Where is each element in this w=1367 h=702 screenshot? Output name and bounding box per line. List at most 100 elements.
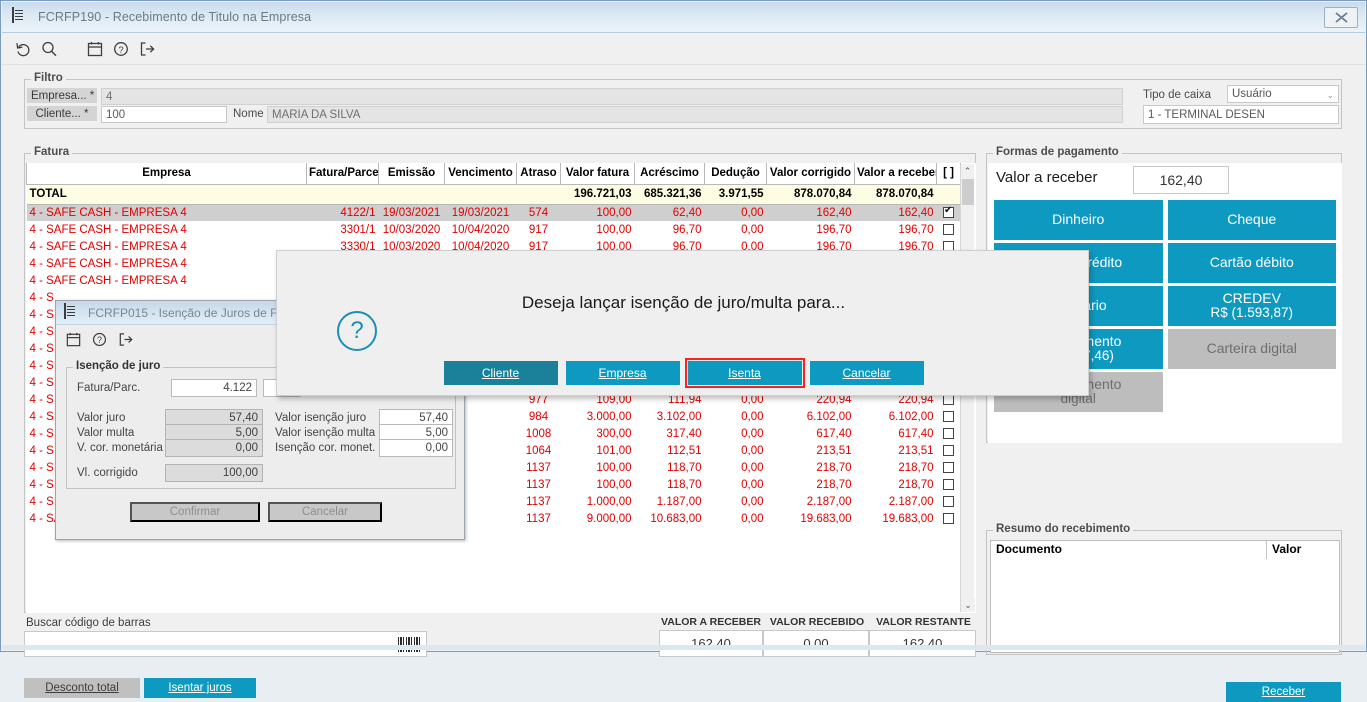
payment-button-cheque[interactable]: Cheque [1167,200,1336,240]
terminal-field[interactable]: 1 - TERMINAL DESEN [1143,105,1339,124]
scrollbar-thumb[interactable] [962,179,974,205]
exit-icon[interactable] [112,326,138,352]
payment-button-label: Cartão débito [1209,254,1294,271]
table-cell: 4 - S [29,325,54,338]
window-titlebar: FCRFP190 - Recebimento de Titulo na Empr… [2,2,1365,33]
table-cell: 4 - S [29,342,54,355]
table-cell: 213,51 [816,444,852,457]
table-header-3[interactable]: Vencimento [444,163,517,185]
payment-button-dinheiro[interactable]: Dinheiro [994,200,1163,240]
receber-button[interactable]: Receber [1226,682,1341,702]
table-header-7[interactable]: Dedução [704,163,767,185]
dialog-button-label: Cliente [481,366,520,380]
table-cell: 4 - S [29,410,54,423]
row-checkbox-cell[interactable] [937,510,961,527]
table-cell: 2.187,00 [806,495,852,508]
row-checkbox[interactable] [943,427,954,439]
close-icon[interactable] [1324,7,1358,28]
row-checkbox[interactable] [943,512,954,524]
cancelar-button[interactable]: Cancelar [268,502,382,522]
row-checkbox[interactable] [943,461,954,473]
barcode-input[interactable] [24,631,427,657]
table-header-2[interactable]: Emissão [378,163,445,185]
valor-isencao-juro-field[interactable]: 57,40 [379,409,453,427]
cancelar-label: Cancelar [301,506,349,518]
table-header-9[interactable]: Valor a receber [854,163,937,185]
payment-valor-receber-field[interactable]: 162,40 [1133,166,1229,194]
save-icon[interactable] [60,326,86,352]
valor-isencao-multa-field[interactable]: 5,00 [379,424,453,442]
table-cell: 218,70 [816,478,852,491]
child-window-title: FCRFP015 - Isenção de Juros de Fatur [88,305,299,320]
table-header-0[interactable]: Empresa [26,163,307,185]
table-header-5[interactable]: Valor fatura [560,163,635,185]
exit-icon[interactable] [134,36,160,62]
table-row[interactable]: 4 - SAFE CASH - EMPRESA 4 3330/1 10/03/202… [27,238,961,255]
row-checkbox-cell[interactable] [937,476,961,493]
table-header-10[interactable]: [ ] [936,163,961,185]
dialog-button-cliente[interactable]: Cliente [443,361,558,385]
total-cell [378,184,445,205]
row-checkbox-cell[interactable] [936,204,961,221]
nome-field: MARIA DA SILVA [267,106,1123,123]
question-mark-glyph: ? [350,317,364,344]
vl-corrigido-field: 100,00 [165,464,263,482]
search-icon[interactable] [36,36,62,62]
v-cor-monetaria-label: V. cor. monetária [77,442,163,454]
save-icon[interactable] [82,36,108,62]
isencao-cor-monet-field[interactable]: 0,00 [379,439,453,457]
scroll-up-icon[interactable]: ⌃ [961,164,974,178]
table-header-8[interactable]: Valor corrigido [766,163,855,185]
row-checkbox[interactable] [943,410,954,422]
total-cell [306,184,379,205]
table-cell: 4 - SAFE CASH - EMPRESA 4 [29,240,187,253]
help-icon[interactable]: ? [108,36,134,62]
table-header-6[interactable]: Acréscimo [634,163,705,185]
row-checkbox-cell[interactable] [937,493,961,510]
table-cell: 62,40 [634,204,705,221]
row-checkbox[interactable] [943,478,954,490]
row-checkbox-cell[interactable] [937,408,961,425]
total-cell: 3.971,55 [704,184,767,205]
row-checkbox[interactable] [943,205,954,219]
payment-button-credev[interactable]: CREDEV R$ (1.593,87) [1167,286,1336,326]
row-checkbox-cell[interactable] [937,221,961,238]
table-cell: 6.102,00 [806,410,852,423]
valor-multa-label: Valor multa [77,427,135,439]
dialog-button-isenta[interactable]: Isenta [684,358,805,388]
table-row[interactable]: 4 - SAFE CASH - EMPRESA 4 4122/1 19/03/202… [26,204,961,221]
table-cell: 4 - S [29,427,54,440]
isencao-juro-group: Isenção de juro Fatura/Parc. 4.122 1 Val… [66,360,456,489]
row-checkbox-cell[interactable] [937,442,961,459]
table-row[interactable]: 4 - SAFE CASH - EMPRESA 4 3301/1 10/03/202… [27,221,961,238]
undo-icon[interactable] [10,36,36,62]
table-cell: 1008 [525,427,552,440]
payment-button-cart-o-d-bito[interactable]: Cartão débito [1167,243,1336,283]
row-checkbox[interactable] [943,495,954,507]
row-checkbox[interactable] [943,223,954,235]
total-cell [936,184,961,205]
dialog-button-empresa[interactable]: Empresa [565,361,680,385]
dialog-button-cancelar[interactable]: Cancelar [809,361,924,385]
row-checkbox-cell[interactable] [937,425,961,442]
table-header-4[interactable]: Atraso [516,163,561,185]
row-checkbox-cell[interactable] [937,459,961,476]
valor-recebido-total-label: VALOR RECEBIDO [769,616,865,628]
table-cell: 984 [528,410,549,423]
dialog-buttons: Cliente Empresa Isenta Cancelar [277,358,1090,388]
row-checkbox[interactable] [943,444,954,456]
cliente-field[interactable]: 100 [101,106,227,123]
help-icon[interactable]: ? [86,326,112,352]
table-row[interactable]: 4 - S11/20201008300,00317,400,00617,4061… [27,425,961,442]
isentar-juros-button[interactable]: Isentar juros [144,678,256,698]
empresa-field[interactable]: 4 [101,88,1123,105]
table-cell: 118,70 [667,461,702,474]
resumo-table[interactable]: Documento Valor [990,540,1340,653]
fatura-table-container[interactable]: EmpresaFatura/ParcelaEmissãoVencimentoAt… [26,163,976,613]
confirmar-button[interactable]: Confirmar [130,502,260,522]
scroll-down-icon[interactable]: ⌄ [961,598,975,612]
desconto-total-button[interactable]: Desconto total [24,678,140,698]
table-header-1[interactable]: Fatura/Parcela [306,163,379,185]
fatura-number-field[interactable]: 4.122 [171,379,257,397]
tipo-caixa-select[interactable]: Usuário ⌄ [1227,85,1339,103]
